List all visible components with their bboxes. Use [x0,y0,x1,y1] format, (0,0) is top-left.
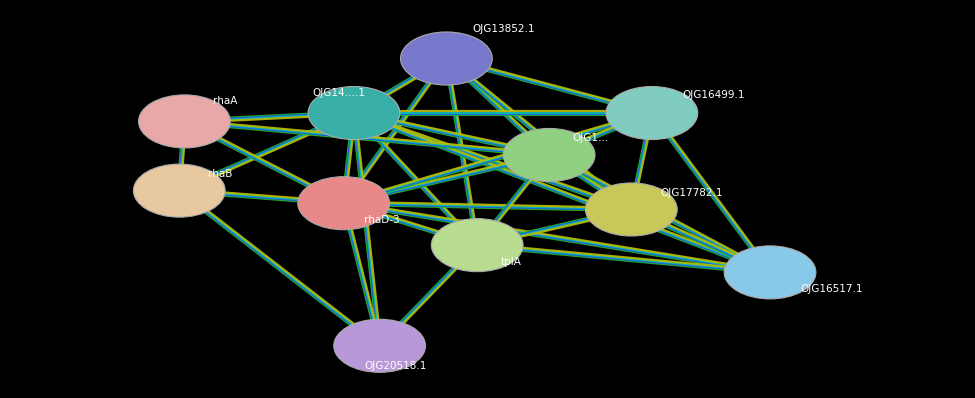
Ellipse shape [503,129,595,181]
Text: rhaD-3: rhaD-3 [365,215,400,225]
Text: rhaA: rhaA [214,96,238,106]
Text: OJG16517.1: OJG16517.1 [800,284,864,294]
Ellipse shape [401,32,492,85]
Ellipse shape [308,86,400,140]
Text: OJG17782.1: OJG17782.1 [660,188,722,198]
Ellipse shape [606,86,698,140]
Ellipse shape [333,319,425,372]
Text: OJG13852.1: OJG13852.1 [472,24,534,34]
Text: OJG1…: OJG1… [572,133,609,143]
Text: tplA: tplA [501,257,522,267]
Ellipse shape [134,164,225,217]
Ellipse shape [431,219,524,272]
Ellipse shape [297,177,390,230]
Ellipse shape [724,246,816,299]
Ellipse shape [585,183,678,236]
Text: OJG16499.1: OJG16499.1 [682,90,745,100]
Ellipse shape [138,95,230,148]
Text: rhaB: rhaB [208,169,232,179]
Text: OJG20518.1: OJG20518.1 [365,361,427,371]
Text: OJG14….1: OJG14….1 [313,88,366,98]
